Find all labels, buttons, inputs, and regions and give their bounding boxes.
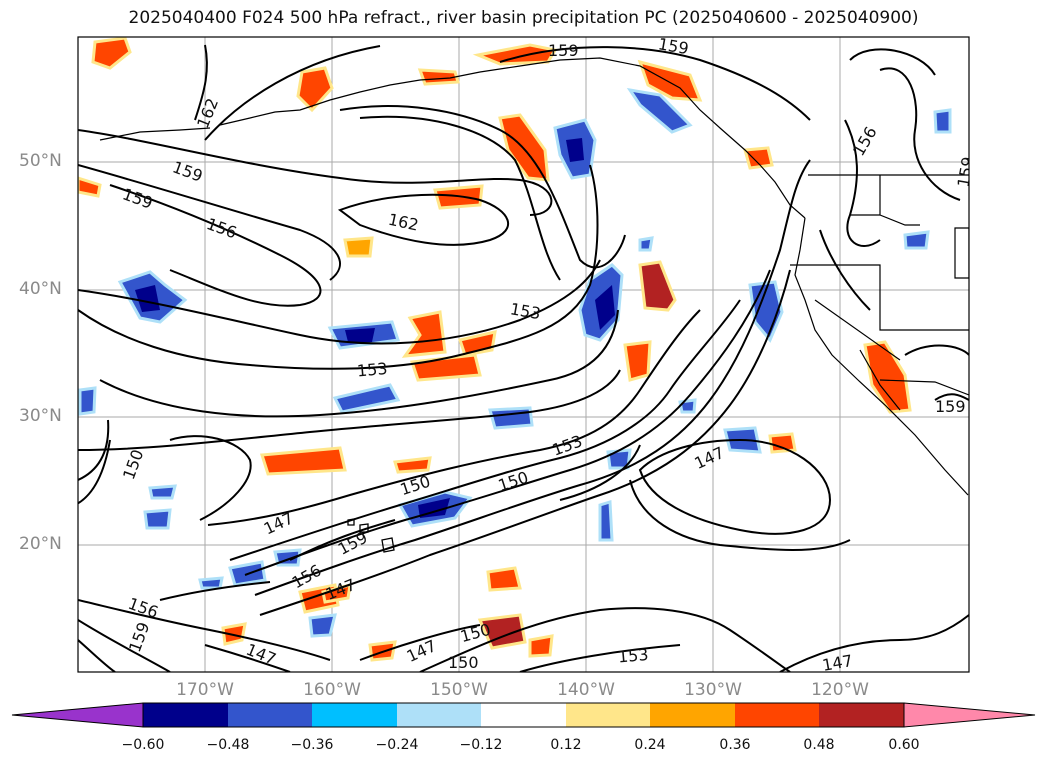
contour-label: 159 bbox=[935, 397, 966, 416]
contour-label: 147 bbox=[821, 651, 854, 675]
lat-label-20n: 20°N bbox=[19, 534, 62, 554]
lon-label-150w: 150°W bbox=[430, 680, 488, 700]
lon-label-140w: 140°W bbox=[557, 680, 615, 700]
precip-positive-patch bbox=[477, 613, 527, 650]
lon-label-120w: 120°W bbox=[811, 680, 869, 700]
precip-positive-patch bbox=[260, 446, 347, 476]
colorbar-segment bbox=[735, 703, 819, 727]
precip-positive-patch bbox=[91, 37, 132, 70]
contour-label: 153 bbox=[356, 359, 388, 381]
colorbar-segment bbox=[566, 703, 650, 727]
contour-label: 153 bbox=[617, 645, 649, 667]
colorbar-segment bbox=[312, 703, 397, 727]
colorbar-tick: 0.48 bbox=[803, 737, 835, 753]
precip-negative-patch bbox=[345, 328, 375, 342]
precip-positive-patch bbox=[78, 176, 102, 198]
lat-label-50n: 50°N bbox=[19, 151, 62, 171]
precip-negative-patch bbox=[678, 398, 697, 414]
colorbar-segment bbox=[143, 703, 228, 727]
contour-label: 159 bbox=[954, 155, 978, 188]
colorbar-tick: 0.24 bbox=[634, 737, 666, 753]
precip-negative-patch bbox=[308, 613, 337, 638]
precip-negative-patch bbox=[78, 386, 97, 416]
precip-negative-patch bbox=[418, 498, 450, 518]
lon-label-170w: 170°W bbox=[176, 680, 234, 700]
lon-label-130w: 130°W bbox=[684, 680, 742, 700]
lon-label-160w: 160°W bbox=[303, 680, 361, 700]
precip-positive-patch bbox=[637, 59, 703, 102]
precip-negative-patch bbox=[566, 138, 584, 162]
contours bbox=[78, 44, 969, 672]
colorbar-tick: 0.12 bbox=[550, 737, 582, 753]
precip-shading bbox=[78, 37, 952, 662]
precip-positive-patch bbox=[296, 66, 334, 113]
precip-positive-patch bbox=[528, 634, 554, 658]
colorbar-extend-left bbox=[11, 702, 144, 728]
colorbar-tick: −0.60 bbox=[121, 737, 165, 753]
precip-positive-patch bbox=[638, 260, 677, 312]
colorbar-tick: 0.36 bbox=[719, 737, 751, 753]
precip-negative-patch bbox=[903, 230, 930, 250]
contour-label: 159 bbox=[548, 41, 579, 60]
precip-positive-patch bbox=[472, 43, 558, 66]
precip-negative-patch bbox=[626, 87, 693, 134]
precip-positive-patch bbox=[768, 432, 797, 454]
lat-label-30n: 30°N bbox=[19, 406, 62, 426]
colorbar-segment bbox=[819, 703, 904, 727]
colorbar bbox=[11, 702, 1036, 728]
colorbar-extend-right bbox=[903, 702, 1036, 728]
precip-positive-patch bbox=[343, 236, 374, 258]
colorbar-segment bbox=[397, 703, 481, 727]
precip-negative-patch bbox=[332, 383, 401, 414]
precip-negative-patch bbox=[135, 285, 160, 312]
precip-positive-patch bbox=[623, 340, 652, 382]
precip-positive-patch bbox=[743, 146, 774, 170]
precip-negative-patch bbox=[198, 576, 224, 590]
precip-positive-patch bbox=[863, 340, 912, 414]
colorbar-tick: −0.24 bbox=[375, 737, 419, 753]
precip-negative-patch bbox=[143, 508, 172, 530]
colorbar-segment bbox=[481, 703, 566, 727]
precip-positive-patch bbox=[486, 566, 522, 592]
map-title: 2025040400 F024 500 hPa refract., river … bbox=[128, 8, 919, 28]
colorbar-tick: −0.12 bbox=[459, 737, 503, 753]
precip-negative-patch bbox=[595, 285, 615, 330]
precip-positive-patch bbox=[221, 622, 247, 646]
precip-negative-patch bbox=[488, 406, 534, 430]
precip-negative-patch bbox=[148, 484, 177, 500]
colorbar-segment bbox=[650, 703, 735, 727]
precip-negative-patch bbox=[638, 236, 654, 252]
precip-positive-patch bbox=[401, 310, 447, 358]
colorbar-segment bbox=[228, 703, 312, 727]
lat-label-40n: 40°N bbox=[19, 279, 62, 299]
precip-positive-patch bbox=[393, 456, 432, 474]
contour-label: 150 bbox=[448, 653, 479, 672]
map-frame bbox=[77, 36, 970, 673]
colorbar-tick: −0.48 bbox=[206, 737, 250, 753]
contour-label: 159 bbox=[657, 34, 690, 58]
precip-negative-patch bbox=[598, 500, 614, 542]
colorbar-tick: 0.60 bbox=[888, 737, 920, 753]
colorbar-tick: −0.36 bbox=[290, 737, 334, 753]
precip-negative-patch bbox=[933, 108, 952, 134]
